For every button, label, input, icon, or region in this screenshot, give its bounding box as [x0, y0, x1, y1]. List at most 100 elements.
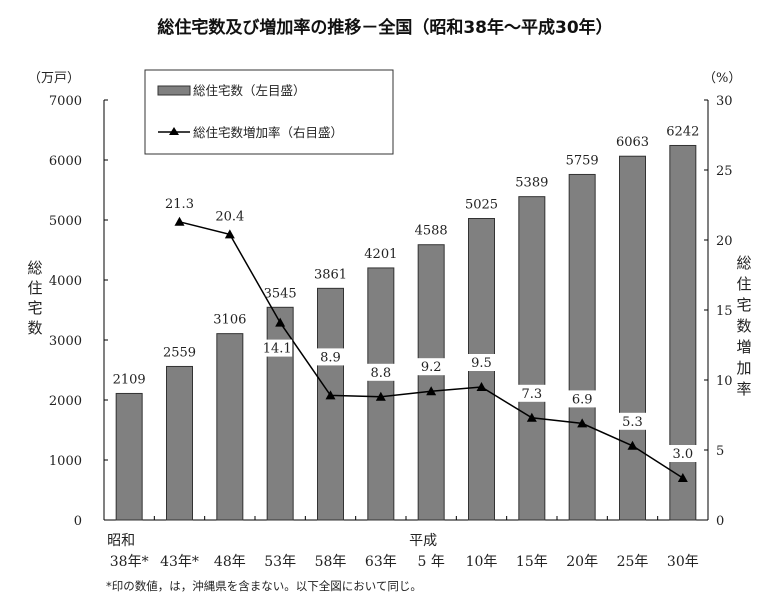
left-axis-label-char: 総: [27, 259, 42, 277]
left-tick-label: 3000: [49, 334, 82, 349]
bar-value-label: 2559: [163, 345, 196, 360]
left-axis-label-char: 数: [27, 319, 42, 337]
right-axis-label: 総住宅数増加率: [736, 254, 751, 398]
bar: [266, 306, 294, 521]
right-axis-label-char: 総: [736, 254, 751, 272]
rate-value-label: 3.0: [672, 447, 693, 462]
bar-value-label: 3861: [314, 267, 347, 282]
right-axis-label-char: 率: [736, 380, 751, 398]
x-tick-label: 20年: [566, 554, 598, 570]
left-axis-label-char: 住: [27, 279, 42, 297]
x-tick-label: 48年: [214, 554, 246, 570]
rate-marker: [224, 229, 235, 239]
left-tick-label: 2000: [49, 394, 82, 409]
right-tick-label: 0: [716, 514, 724, 529]
rate-value-label: 6.9: [572, 392, 593, 407]
rate-label-box: [466, 354, 497, 371]
rate-marker: [627, 440, 638, 450]
rate-value-label: 14.1: [263, 342, 292, 357]
right-tick-label: 10: [716, 374, 733, 389]
bar-value-label: 3106: [213, 313, 246, 328]
x-tick-label: 63年: [365, 554, 397, 570]
bar-value-label: 5759: [566, 153, 599, 168]
bar: [669, 144, 697, 521]
rate-label-box: [416, 358, 447, 376]
legend: 総住宅数（左目盛） 総住宅数増加率（右目盛）: [144, 69, 394, 155]
rate-value-label: 7.3: [521, 387, 542, 402]
rate-value-label: 8.9: [320, 350, 341, 365]
right-axis-unit: （%）: [703, 71, 741, 86]
rate-value-label: 9.2: [421, 360, 442, 375]
era-label: 昭和: [107, 533, 135, 549]
bar-value-label: 4201: [364, 247, 397, 262]
x-tick-label: 15年: [516, 554, 548, 570]
rate-value-label: 5.3: [622, 415, 643, 430]
bar: [166, 365, 193, 521]
x-tick-label: 10年: [466, 554, 498, 570]
rate-label-box: [667, 445, 698, 462]
rate-marker: [577, 418, 588, 428]
x-tick-label: 5 年: [417, 554, 444, 570]
x-tick-label: 38年*: [110, 554, 149, 570]
bar-value-label: 4588: [415, 224, 448, 239]
bar: [568, 173, 596, 521]
x-tick-label: 30年: [667, 554, 699, 570]
legend-bar-swatch: [157, 85, 191, 96]
rate-label-box: [365, 363, 396, 381]
rate-marker: [677, 473, 688, 482]
right-axis-label-char: 住: [736, 275, 751, 293]
bar: [417, 244, 445, 521]
x-tick-label: 58年: [315, 554, 347, 570]
rate-marker: [275, 317, 286, 327]
rate-value-label: 21.3: [165, 197, 194, 212]
left-axis-label: 総住宅数: [27, 259, 42, 337]
bar: [317, 287, 344, 521]
rate-marker: [375, 391, 386, 401]
rate-marker: [325, 390, 336, 400]
rate-label-box: [567, 390, 598, 408]
rate-marker: [426, 386, 437, 396]
rate-label-box: [516, 384, 547, 402]
bar-value-label: 6242: [666, 124, 699, 139]
right-tick-label: 20: [716, 234, 733, 249]
bar-value-label: 3545: [264, 286, 297, 301]
right-axis-label-char: 加: [736, 359, 751, 377]
rate-value-label: 20.4: [215, 209, 244, 224]
x-tick-label: 53年: [264, 554, 296, 570]
rate-marker: [526, 412, 537, 422]
right-tick-label: 30: [716, 94, 733, 109]
x-tick-label: 43年*: [160, 554, 199, 570]
legend-triangle-icon: [169, 127, 179, 135]
left-tick-label: 5000: [49, 214, 82, 229]
rate-label-box: [262, 339, 293, 357]
rate-label-box: [315, 348, 346, 366]
bar: [619, 155, 646, 521]
footnote: *印の数値，は，沖縄県を含まない。以下全図において同じ。: [106, 579, 422, 593]
right-tick-label: 25: [716, 164, 733, 179]
left-tick-label: 0: [74, 514, 82, 529]
x-tick-label: 25年: [617, 554, 649, 570]
left-axis-label-char: 宅: [27, 299, 42, 317]
left-tick-label: 7000: [49, 94, 82, 109]
left-axis-unit: （万戸）: [28, 71, 80, 86]
rate-label-box: [617, 412, 648, 430]
bar: [518, 196, 546, 521]
bar: [115, 392, 143, 521]
left-tick-label: 4000: [49, 274, 82, 289]
legend-line-label: 総住宅数増加率（右目盛）: [193, 125, 343, 140]
rate-marker: [476, 382, 487, 391]
chart-title: 総住宅数及び増加率の推移－全国（昭和38年～平成30年）: [157, 17, 612, 38]
left-tick-label: 6000: [49, 154, 82, 169]
bar-value-label: 6063: [616, 135, 649, 150]
rate-value-label: 9.5: [471, 356, 492, 371]
rate-value-label: 8.8: [370, 366, 391, 381]
right-axis-label-char: 数: [736, 317, 751, 335]
legend-bar-label: 総住宅数（左目盛）: [193, 83, 306, 98]
right-axis-label-char: 宅: [736, 296, 751, 314]
left-tick-label: 1000: [49, 454, 82, 469]
right-tick-label: 15: [716, 304, 733, 319]
era-label: 平成: [409, 533, 437, 549]
bar-value-label: 2109: [113, 372, 146, 387]
bar: [216, 333, 244, 521]
